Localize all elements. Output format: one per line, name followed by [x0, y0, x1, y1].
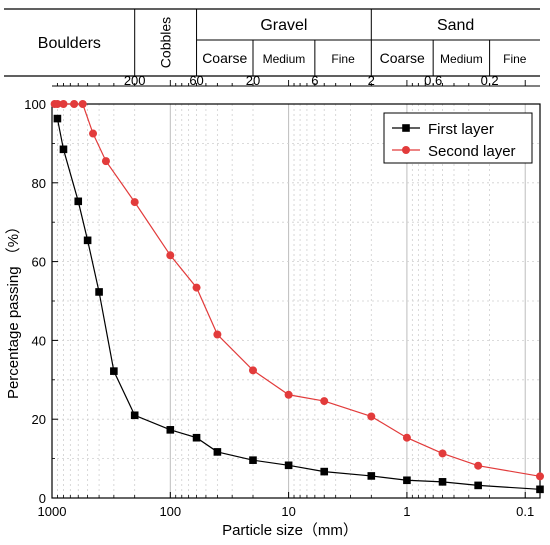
- y-tick-label: 60: [32, 255, 46, 270]
- data-point-square: [130, 411, 139, 420]
- class-sub-label: Coarse: [380, 50, 425, 66]
- class-boundary-label: 60: [189, 73, 203, 88]
- data-point-square: [438, 478, 447, 486]
- data-point-square: [403, 476, 411, 485]
- data-point-circle: [367, 412, 376, 421]
- class-boundary-label: 0.2: [481, 73, 499, 88]
- legend-marker-square: [402, 124, 410, 132]
- data-point-square: [83, 236, 92, 245]
- data-point-circle: [166, 251, 175, 260]
- class-boundary-label: 200: [124, 73, 146, 88]
- legend-label: Second layer: [428, 143, 516, 160]
- data-point-circle: [192, 283, 201, 292]
- class-boundary-label: 20: [246, 73, 260, 88]
- data-point-circle: [213, 330, 222, 339]
- data-point-circle: [320, 397, 329, 406]
- class-sub-label: Fine: [331, 52, 355, 66]
- legend-label: First layer: [428, 121, 494, 138]
- x-tick-label: 0.1: [516, 504, 534, 519]
- y-axis-label: Percentage passing （%）: [5, 219, 22, 399]
- data-point-square: [474, 481, 482, 490]
- class-group-label: Boulders: [38, 35, 101, 52]
- class-sub-label: Fine: [503, 52, 527, 66]
- grid: [52, 104, 540, 498]
- y-tick-label: 80: [32, 176, 46, 191]
- x-axis-label: Particle size（mm）: [222, 522, 358, 539]
- data-point-square: [166, 426, 175, 434]
- y-tick-label: 40: [32, 333, 46, 348]
- data-point-circle: [248, 366, 257, 375]
- data-point-circle: [130, 198, 139, 207]
- data-point-square: [367, 472, 376, 480]
- class-sub-label: Medium: [440, 52, 483, 66]
- x-tick-label: 10: [281, 504, 295, 519]
- class-boundary-label: 0.6: [424, 73, 442, 88]
- x-tick-label: 100: [159, 504, 181, 519]
- x-tick-label: 1000: [38, 504, 67, 519]
- y-tick-label: 20: [32, 412, 46, 427]
- classification-header: Boulders Cobbles Gravel Sand Coarse Medium Fin…: [4, 8, 540, 88]
- data-point-circle: [402, 433, 411, 442]
- data-point-square: [320, 467, 329, 476]
- series-line: [56, 118, 541, 490]
- class-group-label: Gravel: [260, 17, 307, 34]
- data-point-square: [53, 114, 62, 123]
- class-sub-label: Coarse: [202, 50, 247, 66]
- axes: 1000 100 10 1 0.1 0 20 40 60 80 100: [24, 97, 541, 519]
- data-point-square: [110, 367, 118, 375]
- data-point-circle: [89, 129, 98, 138]
- x-tick-label: 1: [403, 504, 410, 519]
- data-point-square: [74, 197, 83, 206]
- data-point-circle: [474, 461, 483, 470]
- data-point-square: [192, 433, 201, 442]
- data-point-circle: [78, 100, 87, 108]
- data-point-square: [284, 461, 293, 470]
- y-tick-label: 100: [24, 97, 46, 112]
- class-group-label: Cobbles: [158, 17, 174, 68]
- legend: First layer Second layer: [383, 112, 533, 164]
- y-tick-label: 0: [39, 491, 46, 506]
- class-boundary-label: 6: [311, 73, 318, 88]
- data-point-square: [213, 448, 222, 456]
- class-group-label: Sand: [437, 17, 474, 34]
- data-point-circle: [53, 100, 62, 108]
- class-boundary-label: 2: [368, 73, 375, 88]
- data-point-circle: [438, 449, 447, 458]
- data-point-square: [59, 145, 68, 154]
- data-point-circle: [59, 100, 68, 108]
- legend-box: [383, 112, 533, 164]
- legend-marker-circle: [402, 146, 410, 154]
- data-point-circle: [284, 390, 293, 399]
- data-point-square: [249, 456, 257, 464]
- series: [50, 100, 544, 494]
- data-point-circle: [70, 100, 79, 108]
- data-point-square: [95, 288, 103, 296]
- class-sub-label: Medium: [263, 52, 306, 66]
- data-point-circle: [536, 472, 544, 481]
- data-point-square: [536, 485, 544, 494]
- data-point-circle: [101, 157, 110, 166]
